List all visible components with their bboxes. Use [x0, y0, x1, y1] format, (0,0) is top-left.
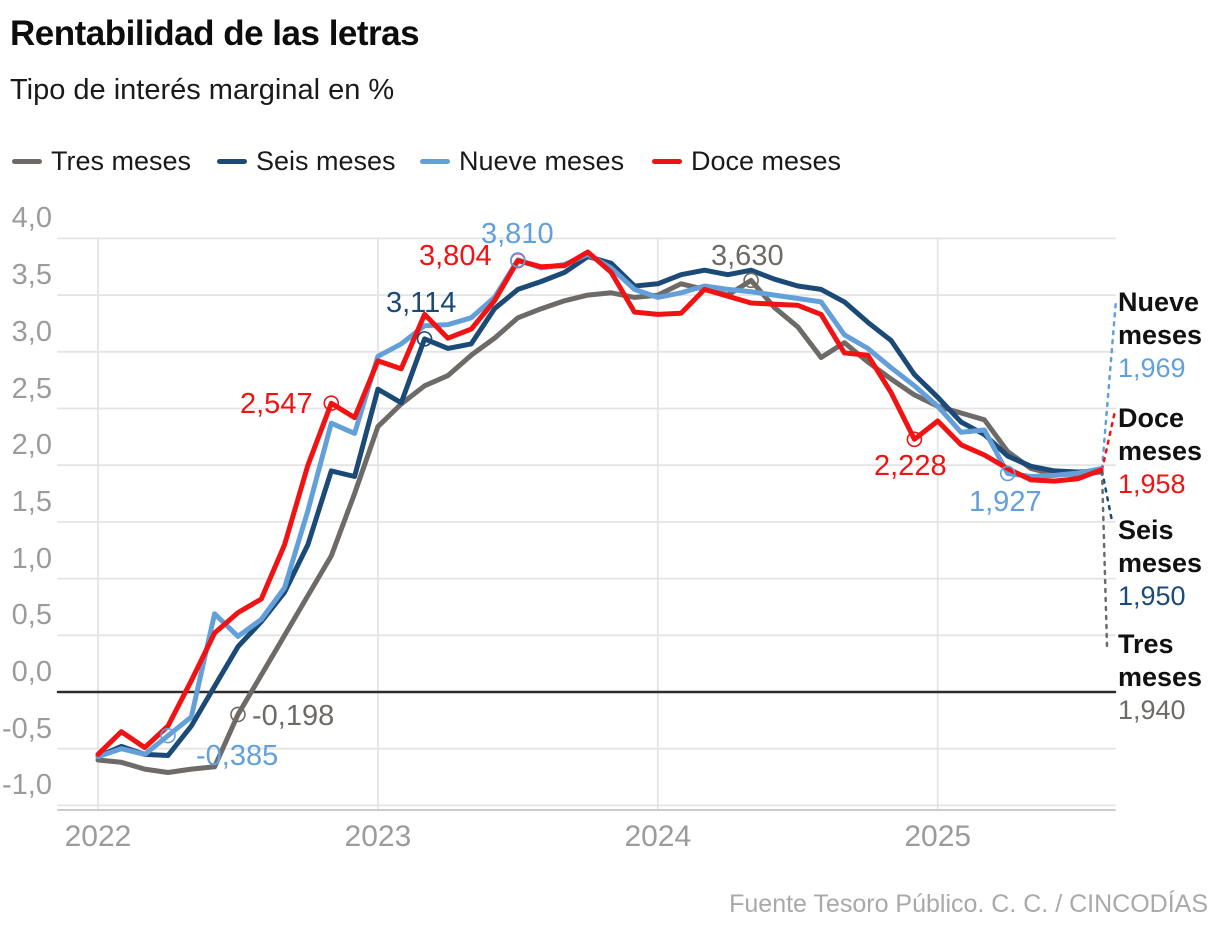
y-axis-label: -0,5 [2, 712, 52, 745]
annotation-value: 3,810 [481, 218, 554, 250]
seis-meses-swatch-icon [217, 158, 247, 164]
end-label-tres-meses: Tres meses 1,940 [1118, 628, 1220, 728]
line-nueve-meses [95, 251, 1104, 760]
y-axis-label: 4,0 [11, 202, 52, 235]
annotation-marker-icon [323, 395, 340, 411]
annotation-marker-icon [230, 706, 246, 723]
annotation-value: 3,114 [386, 287, 457, 319]
y-axis-label: 2,5 [11, 372, 52, 405]
end-label-value: 1,969 [1118, 352, 1186, 383]
y-axis-label: 1,5 [11, 485, 52, 518]
legend-item-seis-meses: Seis meses [217, 144, 396, 178]
chart-title: Rentabilidad de las letras [10, 14, 420, 53]
end-label-value: 1,940 [1118, 694, 1186, 725]
end-label-name: Nueve meses [1118, 287, 1203, 350]
y-axis-label: 0,0 [11, 656, 52, 688]
y-axis-label: 0,5 [11, 599, 52, 632]
legend-label: Seis meses [256, 145, 396, 176]
annotation-value: 1,927 [969, 486, 1042, 518]
x-axis-label: 2024 [624, 820, 692, 853]
legend-item-doce-meses: Doce meses [652, 144, 841, 178]
nueve-meses-swatch-icon [420, 158, 450, 164]
y-axis-label: -1,0 [2, 769, 52, 802]
annotation-marker-icon [743, 272, 759, 289]
line-seis-meses [95, 254, 1104, 760]
legend: Tres meses Seis meses Nueve meses Doce m… [0, 144, 1220, 178]
annotation-marker-icon [416, 331, 433, 347]
end-label-doce-meses: Doce meses 1,958 [1118, 402, 1220, 502]
y-axis-label: 1,0 [11, 542, 52, 575]
y-axis-label: 3,5 [11, 259, 52, 292]
end-label-nueve-meses: Nueve meses 1,969 [1118, 286, 1220, 386]
legend-item-tres-meses: Tres meses [12, 144, 191, 178]
end-label-value: 1,958 [1118, 468, 1186, 499]
line-tres-meses [95, 277, 1104, 775]
legend-label: Tres meses [51, 145, 192, 176]
legend-label: Doce meses [691, 145, 842, 176]
annotation-value: -0,385 [196, 740, 279, 772]
legend-label: Nueve meses [459, 145, 625, 176]
y-axis-label: 3,0 [11, 315, 52, 348]
chart-subtitle: Tipo de interés marginal en % [10, 74, 395, 106]
annotation-value: 3,804 [419, 240, 492, 272]
annotation-marker-icon [999, 465, 1016, 482]
annotation-marker-icon [510, 252, 526, 268]
source-credit: Fuente Tesoro Público. C. C. / CINCODÍAS [729, 890, 1208, 918]
x-axis-label: 2025 [904, 820, 972, 853]
end-label-name: Seis meses [1118, 515, 1203, 578]
end-label-name: Doce meses [1118, 403, 1203, 466]
annotation-marker-icon [160, 727, 176, 744]
end-label-seis-meses: Seis meses 1,950 [1118, 514, 1220, 614]
annotation-marker-icon [906, 431, 923, 448]
legend-item-nueve-meses: Nueve meses [420, 144, 624, 178]
annotation-value: 2,228 [874, 450, 947, 482]
annotation-value: -0,198 [252, 700, 335, 732]
x-axis-label: 2023 [344, 820, 412, 853]
annotation-value: 2,547 [240, 388, 313, 420]
y-axis-label: 2,0 [11, 429, 52, 462]
line-doce-meses [95, 249, 1104, 757]
x-axis-label: 2022 [64, 820, 132, 853]
end-label-value: 1,950 [1118, 580, 1186, 611]
doce-meses-swatch-icon [652, 158, 682, 164]
end-label-name: Tres meses [1118, 629, 1203, 692]
tres-meses-swatch-icon [12, 158, 42, 164]
annotation-value: 3,630 [711, 240, 784, 272]
